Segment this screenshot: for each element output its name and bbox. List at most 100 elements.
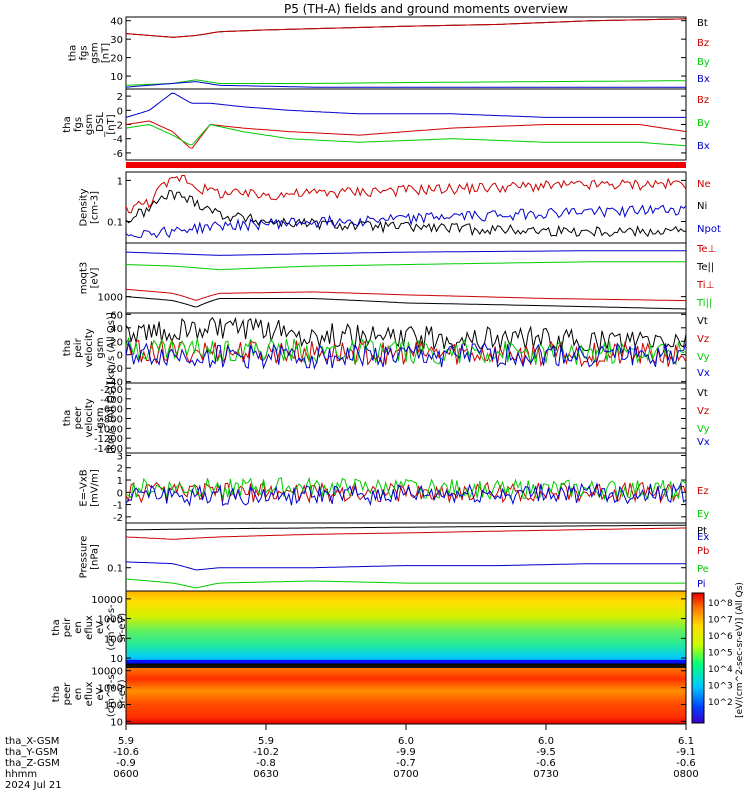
panel-fgs-components: 2 0 -2 -4 -6 thafgsgsm_DSL[nT] Bz By Bx xyxy=(62,88,710,161)
legend-fgs-mag-3: Bx xyxy=(697,74,710,85)
x-tick-label-z: -0.9 xyxy=(116,758,136,769)
series-temperature-Ti⊥ xyxy=(125,288,686,302)
x-tick-label-y: -9.1 xyxy=(676,747,696,758)
legend-peir-velocity-0: Vt xyxy=(697,316,708,327)
y-tick-label: -1200 xyxy=(94,434,123,445)
x-row-label: 2024 Jul 21 xyxy=(5,780,62,791)
colorbar-tick-label: 10^4 xyxy=(708,665,733,675)
legend-density-2: Npot xyxy=(697,224,721,235)
y-tick-label: 1 xyxy=(117,176,123,187)
colorbar-tick-label: 10^2 xyxy=(708,698,733,708)
panel-frame xyxy=(125,382,687,454)
y-tick-label: 20 xyxy=(110,337,123,348)
x-tick-label-hhmm: 0630 xyxy=(253,769,278,780)
legend-pressure-0: Pt xyxy=(697,526,707,537)
y-tick-label: 2 xyxy=(117,464,123,475)
legend-temperature-2: Ti⊥ xyxy=(696,280,714,291)
legend-density-1: Ni xyxy=(697,201,707,212)
x-row-label: tha_Z-GSM xyxy=(5,758,60,769)
y-tick-label: -2 xyxy=(113,121,123,132)
series-fgs-components-By xyxy=(125,123,687,147)
y-tick-label: 1000 xyxy=(98,684,123,695)
series-fgs-mag-Bx xyxy=(125,81,686,88)
panels: 40302010thafgsgsm[nT]BtBzByBx20-2-4-6tha… xyxy=(51,16,721,728)
colorbar-tick-label: 10^5 xyxy=(708,649,733,659)
y-tick-label: -40 xyxy=(107,378,123,389)
legend-fgs-components-0: Bz xyxy=(697,95,709,106)
y-tick-label: -6 xyxy=(113,149,123,160)
legend-pressure-1: Pb xyxy=(697,546,709,557)
x-tick-label-x: 5.9 xyxy=(118,736,134,747)
legend-peer-velocity-0: Vt xyxy=(697,388,708,399)
legend-temperature-3: Ti|| xyxy=(696,298,712,309)
y-tick-label: 100 xyxy=(104,634,123,645)
y-tick-label: 3 xyxy=(117,451,123,462)
legend-peer-velocity-1: Vz xyxy=(697,406,709,417)
colorbar-tick-label: 10^7 xyxy=(708,616,733,626)
chart-title: P5 (TH-A) fields and ground moments over… xyxy=(284,2,568,16)
series-efield-Ex xyxy=(125,482,687,507)
x-tick-label-y: -9.5 xyxy=(536,747,556,758)
legend-peir-velocity-1: Vz xyxy=(697,334,709,345)
legend-efield-2: Ex xyxy=(697,532,709,543)
panel-peir-spectrogram: 10000 1000 100 10 thapeirenefluxeV(cm^2-s-sr… xyxy=(51,590,687,665)
x-tick-label-z: -0.6 xyxy=(676,758,696,769)
legend-peer-velocity-3: Vx xyxy=(697,437,710,448)
y-tick-label: -1 xyxy=(113,501,123,512)
series-fgs-mag-Bz xyxy=(125,18,687,38)
y-tick-label: 0 xyxy=(117,488,123,499)
x-row-label: tha_X-GSM xyxy=(5,736,59,747)
x-tick-label-hhmm: 0600 xyxy=(113,769,138,780)
y-axis-label: thafgsgsm[nT] xyxy=(68,42,112,63)
y-tick-label: -600 xyxy=(100,405,123,416)
y-axis-label: thafgsgsm_DSL[nT] xyxy=(62,112,117,138)
y-axis-label: Pressure[nPa] xyxy=(79,536,101,579)
x-tick-label-y: -10.6 xyxy=(113,747,139,758)
y-tick-label: 40 xyxy=(110,324,123,335)
y-axis-label: Density[cm-3] xyxy=(79,188,101,226)
series-pressure-Pi xyxy=(125,561,686,571)
colorbar-gradient xyxy=(691,592,705,724)
legend-pressure-2: Pe xyxy=(697,564,709,575)
x-row-label: tha_Y-GSM xyxy=(5,747,58,758)
legend-fgs-components-1: By xyxy=(697,118,710,129)
legend-fgs-mag-0: Bt xyxy=(697,18,708,29)
x-tick-label-x: 6.0 xyxy=(398,736,414,747)
x-tick-label-x: 6.1 xyxy=(678,736,694,747)
x-tick-label-z: -0.6 xyxy=(536,758,556,769)
series-density-Ni xyxy=(125,189,687,238)
y-tick-label: 10 xyxy=(110,717,123,728)
panel-frame xyxy=(125,171,687,244)
series-fgs-mag-Bt xyxy=(125,18,687,38)
y-axis-label: thapeirvelocitygsm[km/s (All Qs)] xyxy=(62,312,117,384)
x-tick-label-x: 5.9 xyxy=(258,736,274,747)
x-tick-label-x: 6.0 xyxy=(538,736,554,747)
y-axis-label: moqt3[eV] xyxy=(79,262,101,295)
legend-fgs-mag-1: Bz xyxy=(697,38,709,49)
y-tick-label: 20 xyxy=(110,54,123,65)
y-tick-label: 0 xyxy=(117,106,123,117)
colorbar-label: [eV/(cm^2-sec-sr-eV)] (All Qs) xyxy=(735,582,745,718)
y-tick-label: 2 xyxy=(117,92,123,103)
panel-peer-spectrogram: 10000 1000 100 10thapeerenefluxeV(cm^2-s-sr… xyxy=(51,663,687,728)
series-peir-velocity-Vx xyxy=(125,341,687,370)
series-pressure-Pt xyxy=(125,524,686,531)
legend-efield-0: Ez xyxy=(697,486,709,497)
series-peir-velocity-Vy xyxy=(125,336,687,366)
panel-frame xyxy=(125,312,687,384)
peer-top-band xyxy=(126,664,686,668)
legend-peer-velocity-2: Vy xyxy=(697,424,710,435)
y-tick-label: 60 xyxy=(110,310,123,321)
series-pressure-Pe xyxy=(125,578,686,589)
y-tick-label: 10000 xyxy=(91,667,123,678)
legend-fgs-mag-2: By xyxy=(697,57,710,68)
legend-temperature-0: Te⊥ xyxy=(696,244,716,255)
legend-pressure-3: Pi xyxy=(697,579,706,590)
y-tick-label: 10000 xyxy=(91,595,123,606)
y-tick-label: -2 xyxy=(113,513,123,524)
series-peir-velocity-Vt xyxy=(125,316,687,354)
y-tick-label: 1000 xyxy=(98,615,123,626)
y-tick-label: -800 xyxy=(100,414,123,425)
series-density-Npot xyxy=(125,204,687,239)
